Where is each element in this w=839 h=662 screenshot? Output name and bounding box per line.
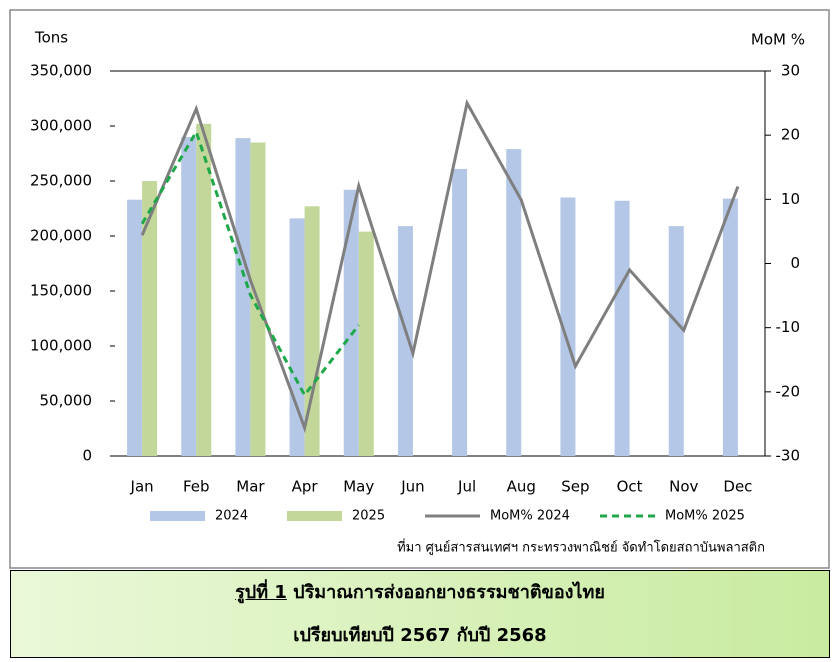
- y-tick-label: 150,000: [30, 282, 92, 300]
- bar: [614, 200, 630, 456]
- line: [140, 128, 360, 398]
- y-tick-label: 250,000: [30, 172, 92, 190]
- legend-label: 2024: [215, 509, 248, 524]
- x-tick-label: Jul: [457, 478, 476, 496]
- x-tick-label: Jun: [400, 478, 424, 496]
- legend-swatch: [150, 511, 205, 521]
- x-tick-label: Apr: [292, 478, 319, 496]
- bar: [196, 123, 212, 457]
- legend-swatch: [287, 511, 342, 521]
- bar: [560, 197, 576, 456]
- caption-line: รูปที่ 1 ปริมาณการส่งออกยางธรรมชาติของไท…: [11, 571, 829, 614]
- caption-text: ปริมาณการส่งออกยางธรรมชาติของไทย: [293, 582, 605, 603]
- x-tick-label: Aug: [507, 478, 536, 496]
- bar: [304, 206, 320, 456]
- bar: [668, 226, 684, 456]
- bar: [506, 149, 522, 456]
- bar: [343, 189, 359, 457]
- bar: [397, 226, 413, 456]
- caption: รูปที่ 1 ปริมาณการส่งออกยางธรรมชาติของไท…: [10, 570, 830, 658]
- y2-tick-label: -20: [776, 382, 801, 400]
- y2-tick-label: 10: [781, 190, 800, 208]
- y-tick-label: 350,000: [30, 62, 92, 80]
- caption-line: เปรียบเทียบปี 2567 กับปี 2568: [293, 625, 547, 646]
- y-tick-label: 50,000: [40, 392, 93, 410]
- y2-tick-label: 30: [781, 62, 800, 80]
- figure-label: รูปที่ 1: [235, 582, 287, 603]
- legend-label: MoM% 2024: [490, 509, 570, 524]
- legend-label: 2025: [352, 509, 385, 524]
- y2-tick-label: 20: [781, 126, 800, 144]
- y-tick-label: 200,000: [30, 227, 92, 245]
- y2-axis-label: MoM %: [751, 31, 805, 49]
- y2-tick-label: -10: [776, 318, 801, 336]
- bar: [127, 199, 143, 456]
- bar: [452, 168, 468, 456]
- x-tick-label: Nov: [669, 478, 698, 496]
- bar: [142, 181, 158, 456]
- bar: [722, 198, 738, 456]
- bar: [358, 231, 374, 456]
- y2-tick-label: 0: [790, 254, 800, 272]
- x-tick-label: Sep: [561, 478, 589, 496]
- line: [140, 98, 740, 434]
- y2-tick-label: -30: [776, 447, 801, 465]
- x-tick-label: Feb: [183, 478, 210, 496]
- y-tick-label: 300,000: [30, 117, 92, 135]
- y-tick-label: 100,000: [30, 337, 92, 355]
- x-tick-label: Oct: [617, 478, 643, 496]
- y-axis-label: Tons: [34, 29, 68, 47]
- x-tick-label: Dec: [723, 478, 752, 496]
- x-tick-label: Mar: [236, 478, 265, 496]
- bar: [235, 138, 251, 456]
- source: ที่มา ศูนย์สารสนเทศฯ กระทรวงพาณิชย์ จัดท…: [397, 539, 765, 556]
- bar: [181, 137, 197, 456]
- legend-label: MoM% 2025: [665, 509, 745, 524]
- x-tick-label: May: [343, 478, 374, 496]
- chart: Tons MoM % ที่มา ศูนย์สารสนเทศฯ กระทรวงพ…: [9, 9, 830, 569]
- x-tick-label: Jan: [130, 478, 154, 496]
- y-tick-label: 0: [82, 447, 92, 465]
